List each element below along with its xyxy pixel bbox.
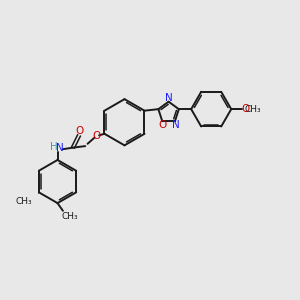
Text: N: N [56, 143, 64, 153]
Text: O: O [158, 120, 166, 130]
Text: N: N [165, 93, 172, 103]
Text: CH₃: CH₃ [16, 197, 32, 206]
Text: H: H [50, 142, 58, 152]
Text: O: O [93, 131, 101, 141]
Text: N: N [172, 120, 180, 130]
Text: CH₃: CH₃ [61, 212, 78, 221]
Text: O: O [75, 126, 83, 136]
Text: CH₃: CH₃ [244, 105, 261, 114]
Text: O: O [241, 104, 249, 114]
